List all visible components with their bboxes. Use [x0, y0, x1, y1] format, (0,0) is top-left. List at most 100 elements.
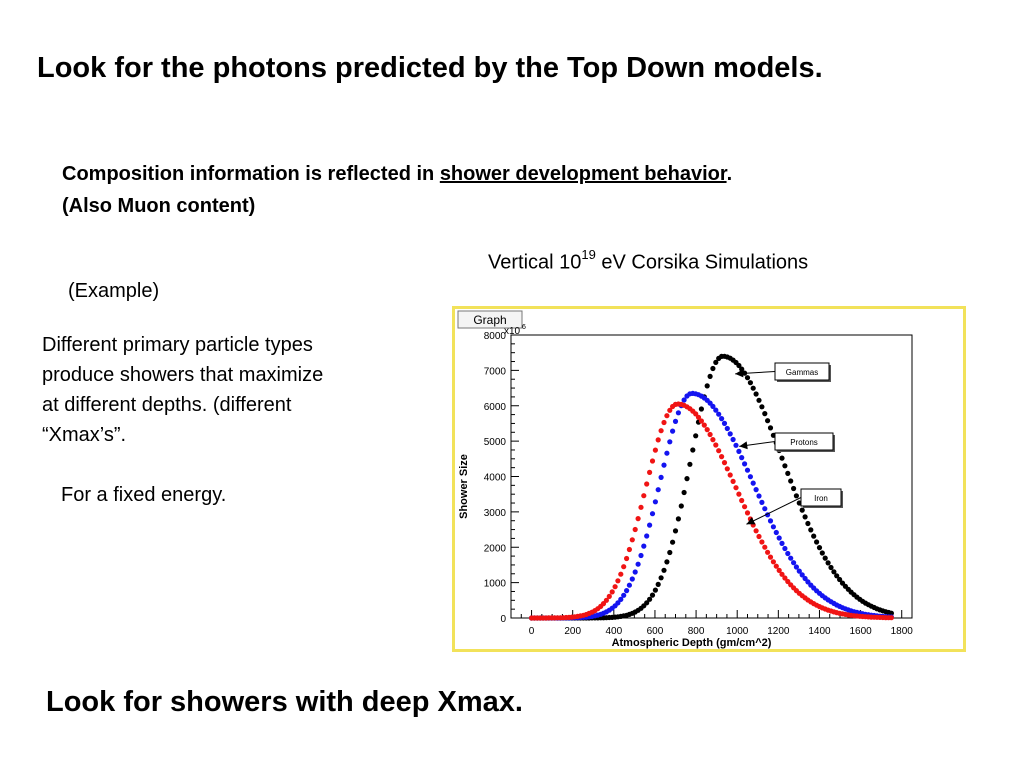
data-point-iron: [756, 533, 762, 540]
data-point-gammas: [670, 539, 676, 545]
muon-content-note: (Also Muon content): [62, 195, 256, 217]
data-point-protons: [756, 493, 762, 499]
data-point-protons: [615, 600, 621, 606]
data-point-iron: [782, 575, 788, 581]
data-point-protons: [770, 524, 776, 530]
shower-size-chart: Graph 0 200 400 600 800 1000 1200 1400 1600 1800 0 1…: [457, 310, 914, 649]
data-point-protons: [776, 535, 782, 541]
data-point-gammas: [753, 391, 759, 397]
data-point-gammas: [710, 365, 716, 372]
data-point-iron: [742, 504, 748, 510]
data-point-gammas: [744, 375, 751, 381]
y-tick-label: 3000: [484, 508, 507, 519]
data-point-iron: [773, 563, 779, 569]
data-point-gammas: [747, 380, 753, 386]
data-point-gammas: [675, 516, 681, 522]
data-point-iron: [641, 493, 647, 499]
composition-prefix: Composition information is reflected in: [62, 163, 440, 185]
data-point-gammas: [655, 581, 661, 587]
y-tick-label: 2000: [484, 543, 507, 554]
data-point-iron: [724, 466, 730, 472]
data-point-gammas: [704, 383, 710, 389]
data-point-protons: [672, 418, 679, 424]
data-point-gammas: [819, 550, 825, 556]
data-point-iron: [770, 559, 776, 565]
bottom-conclusion: Look for showers with deep Xmax.: [46, 686, 523, 718]
data-point-protons: [791, 560, 797, 566]
data-point-gammas: [788, 478, 794, 484]
data-point-gammas: [831, 569, 837, 575]
data-point-iron: [609, 589, 615, 595]
x-tick-label: 1600: [849, 626, 872, 637]
x-tick-label: 200: [564, 626, 581, 637]
data-point-protons: [727, 431, 733, 437]
legend-arrowhead-protons: [739, 441, 748, 450]
data-point-iron: [719, 454, 725, 460]
data-point-gammas: [644, 600, 650, 606]
data-point-gammas: [814, 539, 820, 545]
data-point-protons: [655, 487, 661, 493]
data-point-gammas: [652, 587, 658, 593]
data-point-iron: [727, 472, 733, 478]
data-point-gammas: [756, 397, 762, 403]
data-point-protons: [742, 461, 748, 467]
data-point-iron: [624, 555, 630, 562]
data-point-iron: [716, 448, 722, 454]
data-point-iron: [644, 481, 650, 487]
description-line: produce showers that maximize: [42, 364, 324, 386]
data-point-iron: [615, 578, 621, 584]
data-point-iron: [655, 437, 661, 443]
chart-frame: Graph 0 200 400 600 800 1000 1200 1400 1600 1800 0 1…: [452, 306, 966, 652]
legend-arrowhead-iron: [746, 517, 756, 525]
data-point-protons: [664, 450, 670, 456]
data-point-iron: [667, 407, 673, 413]
data-point-gammas: [647, 596, 653, 602]
data-point-gammas: [678, 503, 684, 509]
sim-caption-exponent: 19: [581, 247, 596, 262]
data-point-gammas: [816, 545, 823, 551]
data-point-protons: [773, 529, 779, 536]
graph-tab-label[interactable]: Graph: [473, 313, 506, 327]
data-point-gammas: [658, 575, 664, 581]
data-point-gammas: [834, 573, 840, 579]
x-tick-label: 0: [529, 626, 535, 637]
data-point-gammas: [779, 455, 785, 461]
y-axis-title: Shower Size: [458, 454, 470, 519]
data-point-iron: [713, 442, 719, 448]
data-point-gammas: [698, 406, 704, 412]
data-point-gammas: [713, 359, 719, 365]
x-tick-label: 1800: [891, 626, 914, 637]
data-point-gammas: [811, 533, 817, 539]
data-point-gammas: [661, 567, 667, 573]
data-point-protons: [667, 439, 673, 445]
data-point-gammas: [736, 362, 742, 369]
x-axis-title: Atmospheric Depth (gm/cm^2): [612, 637, 772, 649]
data-point-protons: [710, 403, 716, 409]
data-point-iron: [603, 597, 609, 603]
data-point-gammas: [739, 366, 745, 372]
x-tick-label: 1000: [726, 626, 749, 637]
data-point-iron: [632, 526, 638, 533]
data-point-iron: [649, 458, 656, 464]
data-point-gammas: [828, 564, 834, 571]
data-point-gammas: [681, 489, 687, 496]
x-tick-label: 1200: [767, 626, 790, 637]
data-point-iron: [629, 537, 635, 543]
x-tick-label: 400: [605, 626, 622, 637]
data-point-protons: [788, 555, 794, 561]
data-point-iron: [698, 418, 704, 424]
graph-tab[interactable]: [457, 310, 523, 329]
data-point-protons: [730, 436, 736, 443]
data-point-iron: [736, 491, 742, 497]
y-tick-label: 8000: [484, 331, 507, 342]
y-tick-label: 0: [500, 614, 506, 625]
data-point-protons: [618, 596, 624, 602]
data-point-protons: [793, 564, 799, 570]
y-multiplier-label: x10: [504, 326, 521, 337]
data-point-protons: [744, 467, 751, 473]
data-point-iron: [638, 504, 644, 510]
data-point-gammas: [687, 461, 693, 467]
data-point-gammas: [762, 411, 768, 417]
data-point-iron: [664, 413, 670, 419]
data-point-gammas: [707, 373, 713, 379]
